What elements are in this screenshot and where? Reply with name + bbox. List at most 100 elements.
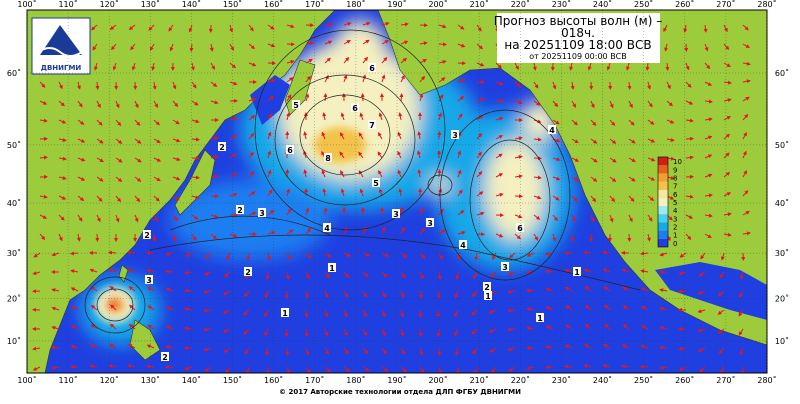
lon-label: 130˚ [141,375,160,385]
colorbar-label: 4 [673,207,678,215]
colorbar-label: 10 [673,158,682,166]
lat-label: 20˚ [775,293,789,303]
lon-label: 260˚ [675,0,694,9]
lon-label: 220˚ [511,375,530,385]
contour-label: 1 [574,268,580,277]
colorbar-swatch [658,173,668,181]
lon-label: 250˚ [634,0,653,9]
colorbar-label: 2 [673,224,677,232]
contour-label: 3 [259,209,265,218]
lon-label: 240˚ [593,375,612,385]
colorbar-label: 3 [673,215,677,223]
contour-label: 1 [537,314,543,323]
contour-label: 2 [219,143,225,152]
lat-label: 50˚ [775,140,789,150]
contour-label: 1 [282,309,288,318]
contour-label: 3 [427,219,433,228]
colorbar-label: 7 [673,183,677,191]
lat-label: 20˚ [7,293,21,303]
contour-label: 6 [352,104,358,113]
colorbar-swatch [658,239,668,247]
colorbar-label: 5 [673,199,677,207]
contour-label: 2 [245,268,251,277]
contour-label: 4 [324,224,330,233]
lat-label: 60˚ [775,68,789,78]
wave-arrow [204,310,211,311]
wave-arrow [629,234,630,241]
colorbar-swatch [658,165,668,173]
lat-label: 50˚ [7,140,21,150]
colorbar-label: 6 [673,191,678,199]
colorbar-swatch [658,206,668,214]
contour-label: 2 [237,206,243,215]
contour-label: 4 [549,126,555,135]
lon-label: 170˚ [305,375,324,385]
logo: ДВНИГМИ [32,18,90,74]
colorbar-swatch [658,157,668,165]
contour-label: 5 [293,101,299,110]
contour-label: 3 [146,276,152,285]
lon-label: 130˚ [141,0,160,9]
lon-label: 280˚ [757,0,776,9]
lat-label: 40˚ [7,198,21,208]
lat-label: 10˚ [775,336,789,346]
contour-label: 1 [485,292,491,301]
lon-label: 230˚ [552,375,571,385]
lon-label: 150˚ [223,375,242,385]
lon-label: 190˚ [387,0,406,9]
wave-arrow [185,290,192,291]
contour-label: 3 [502,263,508,272]
subtitle: от 20251109 00:00 ВСВ [529,52,627,61]
contour-label: 6 [517,224,523,233]
colorbar-swatch [658,198,668,206]
lon-label: 180˚ [346,0,365,9]
colorbar-label: 0 [673,240,677,248]
colorbar-swatch [658,182,668,190]
contour-label: 5 [373,179,379,188]
footer: © 2017 Авторские технологии отдела ДЛП Ф… [279,388,521,396]
colorbar-swatch [658,222,668,230]
lon-label: 280˚ [757,375,776,385]
lon-label: 170˚ [305,0,324,9]
contour-label: 3 [393,210,399,219]
wave-arrow [439,44,446,45]
wave-arrow [584,252,591,253]
colorbar-label: 8 [673,174,677,182]
wave-arrow [325,94,326,101]
lon-label: 210˚ [470,0,489,9]
lon-label: 230˚ [552,0,571,9]
title-line: на 20251109 18:00 ВСВ [504,38,651,52]
colorbar-label: 1 [673,232,677,240]
colorbar-swatch [658,214,668,222]
lon-label: 190˚ [387,375,406,385]
lon-label: 120˚ [100,375,119,385]
contour-label: 8 [325,154,331,163]
lon-label: 140˚ [182,0,201,9]
wave-arrow [420,310,421,317]
contour-label: 2 [144,231,150,240]
lon-label: 270˚ [716,0,735,9]
lon-label: 110˚ [58,0,77,9]
lat-label: 40˚ [775,198,789,208]
lon-label: 200˚ [428,375,447,385]
colorbar-swatch [658,190,668,198]
wave-arrow [128,252,135,253]
title-box: Прогноз высоты волн (м) – 018ч. на 20251… [494,13,662,63]
lon-label: 150˚ [223,0,242,9]
lon-label: 160˚ [264,0,283,9]
lon-label: 180˚ [346,375,365,385]
colorbar-label: 9 [673,166,677,174]
lon-label: 100˚ [17,0,36,9]
contour-label: 1 [329,264,335,273]
lat-label: 60˚ [7,68,21,78]
wave-arrow [439,132,440,139]
wave-arrow [508,310,515,311]
contour-label: 2 [484,283,490,292]
lon-label: 160˚ [264,375,283,385]
logo-text: ДВНИГМИ [41,64,82,72]
lon-label: 120˚ [100,0,119,9]
wave-arrow [603,252,610,253]
wave-arrow [660,347,667,348]
lon-label: 210˚ [470,375,489,385]
